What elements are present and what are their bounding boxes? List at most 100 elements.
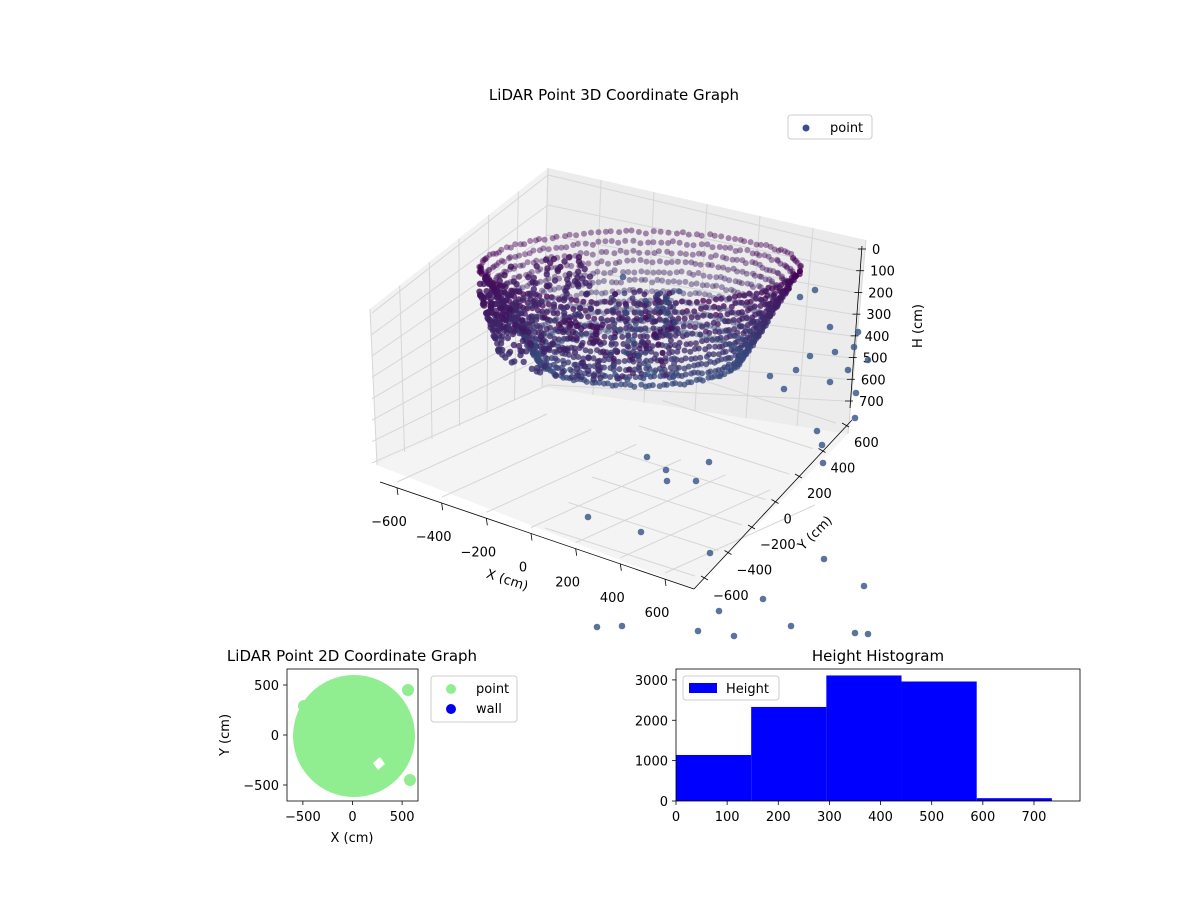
- point-3d: [744, 322, 751, 329]
- point-3d: [581, 230, 587, 237]
- point-3d: [633, 315, 640, 322]
- point-3d: [536, 351, 543, 358]
- point-3d: [739, 268, 746, 275]
- point-3d: [742, 324, 749, 331]
- point-3d: [715, 351, 722, 358]
- point-3d: [693, 299, 700, 305]
- point-3d: [551, 286, 558, 293]
- point-3d: [680, 320, 687, 327]
- point-3d: [749, 319, 756, 326]
- histogram-bars: [676, 675, 1052, 801]
- point-3d: [742, 312, 749, 319]
- point-3d: [743, 315, 750, 321]
- point-3d: [696, 290, 703, 297]
- point-3d: [604, 328, 611, 335]
- point-3d-outlier: [593, 623, 601, 631]
- point-3d: [767, 243, 774, 250]
- point-3d: [615, 298, 622, 305]
- point-3d: [534, 307, 541, 314]
- point-3d: [516, 288, 523, 295]
- point-3d: [673, 269, 680, 276]
- point-3d: [675, 309, 682, 316]
- grid-line-3d: [396, 413, 548, 483]
- point-3d: [744, 280, 751, 287]
- point-3d: [719, 328, 726, 335]
- point-3d: [765, 305, 772, 312]
- y-tick-mark-3d: [771, 499, 779, 504]
- point-3d-outlier: [796, 293, 804, 301]
- x-axis-line: [379, 481, 695, 590]
- point-3d: [543, 326, 550, 332]
- point-3d: [692, 311, 699, 318]
- point-3d-outlier: [811, 286, 819, 294]
- point-3d: [543, 271, 550, 278]
- point-3d: [757, 241, 764, 248]
- legend-hist: Height: [682, 675, 780, 701]
- point-3d: [770, 294, 777, 301]
- point-3d: [525, 305, 532, 312]
- point-3d: [602, 238, 609, 245]
- legend-2d-point-marker: [446, 684, 456, 694]
- grid-line-3d: [371, 324, 549, 421]
- point-3d: [550, 310, 557, 317]
- point-3d: [688, 314, 695, 321]
- y-axis-line: [693, 419, 853, 590]
- point-3d: [587, 305, 594, 312]
- point-3d: [753, 241, 760, 248]
- point-3d-outlier: [643, 453, 651, 461]
- point-3d: [548, 294, 555, 301]
- grid-line-3d: [591, 476, 743, 526]
- point-3d: [783, 277, 790, 284]
- point-3d: [642, 325, 649, 332]
- point-3d: [736, 323, 743, 330]
- point-3d: [609, 279, 615, 286]
- point-3d: [532, 280, 539, 287]
- point-3d: [662, 310, 669, 317]
- point-3d: [559, 369, 566, 376]
- point-3d: [732, 340, 739, 346]
- point-3d: [555, 339, 562, 346]
- point-3d: [532, 329, 539, 336]
- point-3d: [698, 232, 705, 239]
- point-3d-outlier: [619, 273, 627, 281]
- point-3d: [670, 374, 677, 381]
- point-3d: [710, 319, 717, 326]
- ticks-2d: −500 0 500 500 0 −500: [243, 679, 414, 825]
- point-3d: [745, 307, 751, 314]
- point-3d: [485, 280, 493, 287]
- point-3d: [547, 330, 554, 337]
- point-3d: [687, 323, 693, 330]
- point-3d: [707, 322, 714, 329]
- point-3d: [694, 314, 701, 321]
- point-3d: [694, 231, 700, 238]
- point-3d: [644, 371, 651, 378]
- point-3d: [570, 306, 577, 312]
- point-3d: [599, 321, 606, 329]
- point-3d: [757, 309, 764, 316]
- point-3d: [650, 269, 657, 276]
- point-3d: [533, 355, 540, 361]
- ticks-hist: 0 100 200 300 400 500 600 700 0 1000 2000 3000: [635, 674, 1046, 825]
- point-3d: [769, 280, 776, 287]
- point-3d: [712, 328, 719, 335]
- point-3d: [624, 376, 631, 383]
- y-tick-mark-3d: [724, 550, 732, 555]
- point-3d: [716, 244, 723, 250]
- point-3d-outlier: [844, 366, 852, 374]
- point-3d: [784, 264, 791, 271]
- grid-line-3d: [575, 474, 726, 544]
- point-3d: [724, 311, 731, 318]
- point-3d: [678, 357, 685, 364]
- point-3d: [665, 240, 672, 246]
- point-3d: [512, 253, 519, 260]
- point-3d-outlier: [850, 343, 858, 351]
- point-3d: [793, 258, 800, 265]
- point-3d: [521, 241, 528, 248]
- point-3d: [704, 353, 710, 360]
- point-3d: [573, 335, 580, 342]
- point-3d: [583, 330, 590, 337]
- point-3d: [736, 279, 743, 286]
- point-3d: [723, 327, 730, 334]
- point-3d: [503, 329, 511, 336]
- point-3d: [618, 381, 625, 388]
